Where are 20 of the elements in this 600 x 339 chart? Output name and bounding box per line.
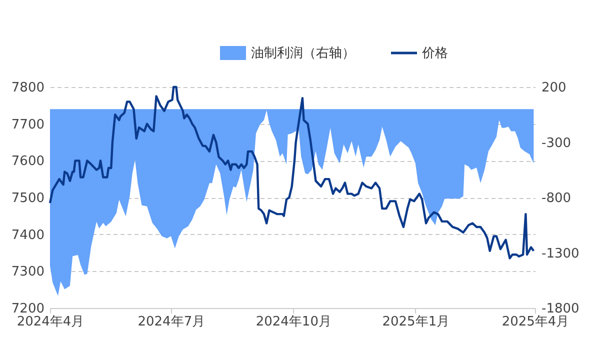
y2-tick-label: -1300 xyxy=(542,246,580,262)
y-tick-label: 7400 xyxy=(11,228,44,243)
y-tick-label: 7700 xyxy=(11,117,44,132)
x-tick-label: 2024年7月 xyxy=(138,314,206,330)
y2-tick-label: -300 xyxy=(542,136,572,151)
y-tick-label: 7500 xyxy=(11,191,44,206)
x-tick-label: 2025年4月 xyxy=(502,314,570,330)
y-tick-label: 7200 xyxy=(11,302,44,316)
y-tick-label: 7300 xyxy=(11,264,44,280)
y2-tick-label: -800 xyxy=(542,191,572,206)
y-tick-label: 7800 xyxy=(11,80,44,96)
legend-label: 价格 xyxy=(421,46,448,61)
y2-tick-label: -1800 xyxy=(542,302,580,316)
x-tick-label: 2025年1月 xyxy=(382,314,450,330)
legend-label: 油制利润（右轴） xyxy=(251,46,355,61)
line-series xyxy=(48,86,535,260)
y-tick-label: 7600 xyxy=(11,154,44,170)
y2-tick-label: 200 xyxy=(542,80,566,96)
x-tick-label: 2024年4月 xyxy=(16,314,84,330)
x-tick-label: 2024年10月 xyxy=(256,314,332,330)
